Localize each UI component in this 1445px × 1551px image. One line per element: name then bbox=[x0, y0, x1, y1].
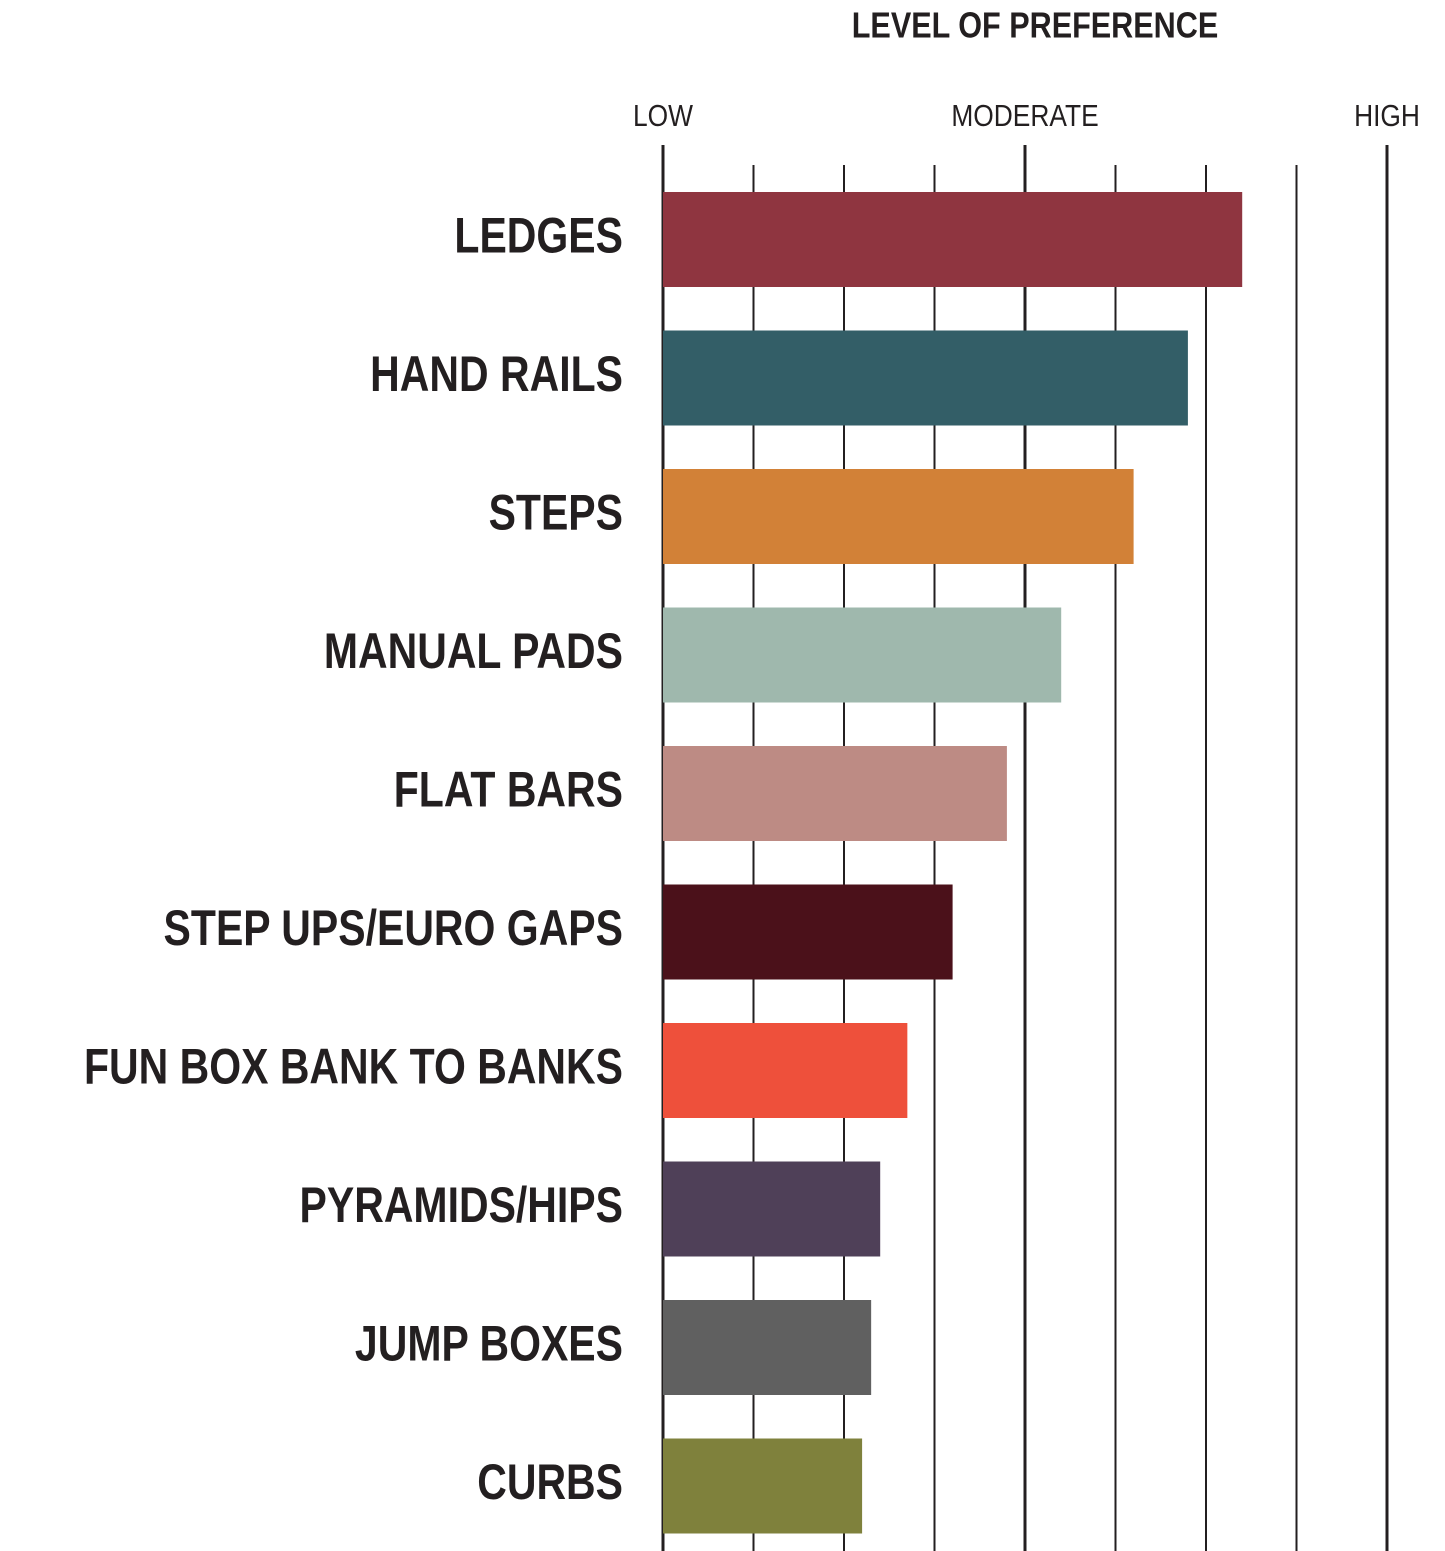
y-tick-label: JUMP BOXES bbox=[355, 1316, 623, 1372]
y-tick-label: STEP UPS/EURO GAPS bbox=[164, 900, 623, 956]
y-tick-label: LEDGES bbox=[454, 208, 623, 264]
y-tick-label: FLAT BARS bbox=[394, 762, 623, 818]
x-tick-label: LOW bbox=[633, 99, 694, 133]
bar bbox=[663, 884, 953, 980]
bar bbox=[663, 192, 1243, 287]
y-tick-label: MANUAL PADS bbox=[324, 623, 623, 679]
y-tick-label: PYRAMIDS/HIPS bbox=[300, 1177, 623, 1233]
bar bbox=[663, 607, 1062, 703]
bar bbox=[663, 1023, 908, 1118]
bar bbox=[663, 330, 1188, 426]
chart-title: LEVEL OF PREFERENCE bbox=[852, 6, 1218, 46]
bar bbox=[663, 1161, 881, 1257]
bar bbox=[663, 1300, 872, 1395]
bar bbox=[663, 746, 1007, 841]
x-tick-label: HIGH bbox=[1354, 99, 1420, 133]
x-tick-label: MODERATE bbox=[951, 99, 1098, 133]
bar bbox=[663, 1438, 863, 1534]
y-tick-label: STEPS bbox=[489, 485, 623, 541]
y-tick-label: HAND RAILS bbox=[370, 346, 623, 402]
bar bbox=[663, 469, 1134, 564]
y-tick-label: FUN BOX BANK TO BANKS bbox=[84, 1039, 623, 1095]
y-tick-label: CURBS bbox=[477, 1454, 623, 1510]
